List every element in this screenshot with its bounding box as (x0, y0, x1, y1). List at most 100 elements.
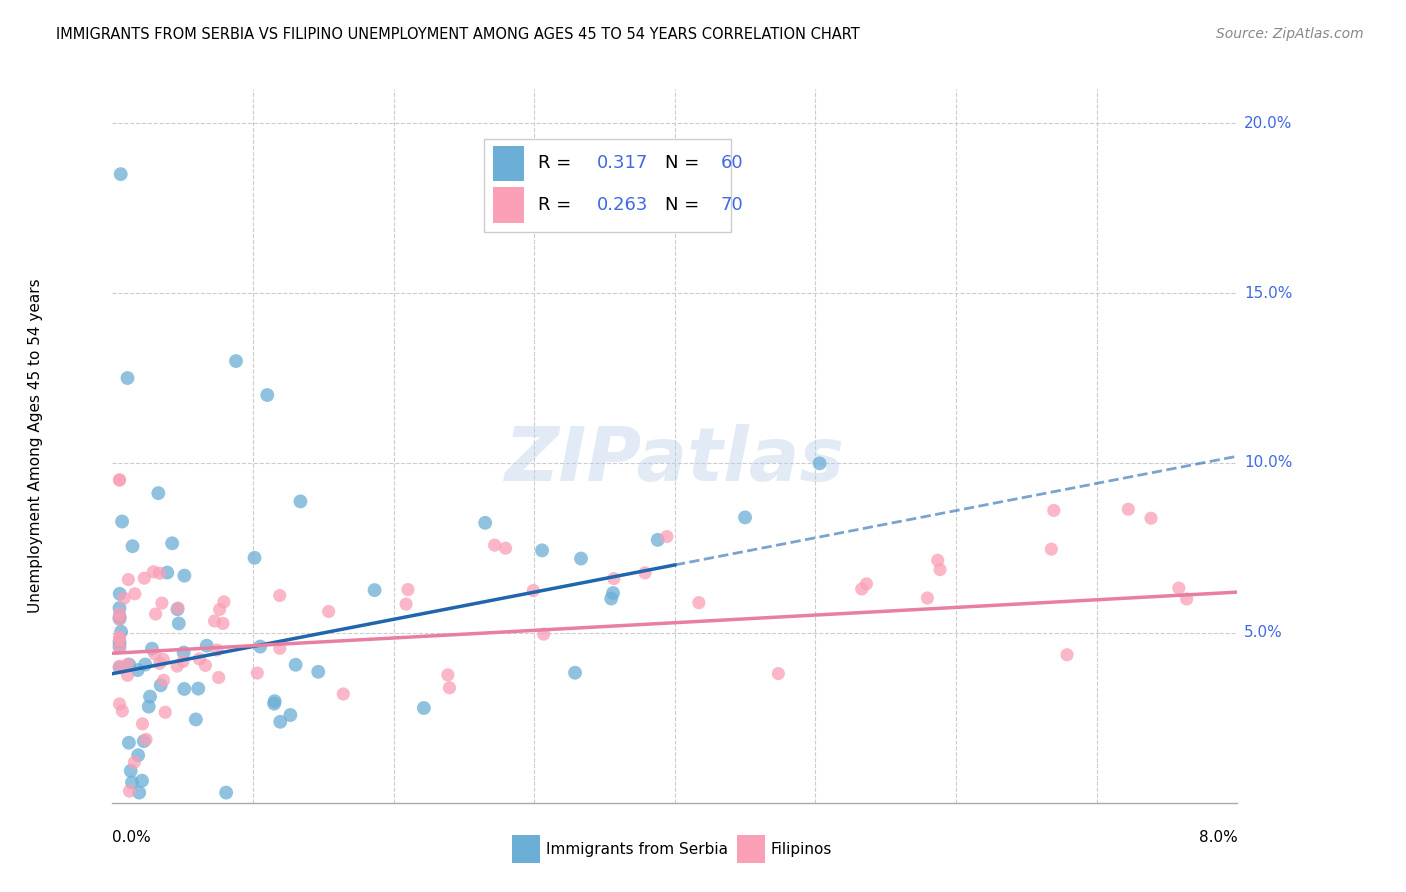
Point (148, 566, 170, 581)
Point (118, 736, 141, 750)
Text: 0.317: 0.317 (598, 154, 648, 172)
Point (128, 786, 150, 800)
Point (108, 610, 131, 624)
Point (118, 784, 141, 798)
Point (522, 583, 544, 598)
Point (655, 530, 678, 544)
Point (208, 602, 231, 616)
Point (1040, 542, 1063, 557)
Point (332, 687, 354, 701)
Point (768, 666, 790, 681)
Point (269, 641, 291, 656)
Point (124, 587, 146, 601)
Point (208, 670, 231, 684)
Point (117, 668, 139, 682)
Point (533, 627, 555, 641)
FancyBboxPatch shape (484, 139, 731, 232)
Point (118, 657, 141, 672)
Point (855, 577, 877, 591)
Point (603, 572, 626, 586)
Point (263, 694, 285, 708)
Point (152, 652, 174, 666)
Point (395, 597, 418, 611)
Point (1042, 503, 1064, 517)
Point (127, 663, 149, 677)
Point (131, 716, 153, 731)
Point (145, 607, 167, 621)
Point (108, 635, 131, 649)
Point (195, 639, 218, 653)
Point (117, 573, 139, 587)
Point (495, 541, 517, 556)
Text: 15.0%: 15.0% (1244, 285, 1292, 301)
Point (108, 660, 131, 674)
Text: N =: N = (665, 196, 704, 214)
Point (602, 586, 624, 600)
Text: 5.0%: 5.0% (1244, 625, 1284, 640)
Point (439, 681, 461, 695)
Point (135, 732, 157, 747)
Point (148, 486, 170, 500)
Point (318, 605, 340, 619)
Point (111, 704, 134, 718)
Point (205, 643, 228, 657)
Text: N =: N = (665, 154, 704, 172)
Point (143, 647, 166, 661)
Point (1118, 502, 1140, 516)
Point (117, 371, 139, 385)
Text: 70: 70 (721, 196, 744, 214)
Point (110, 167, 132, 181)
Text: ZIPatlas: ZIPatlas (505, 424, 845, 497)
Point (139, 690, 162, 704)
Point (134, 571, 156, 585)
Point (569, 551, 592, 566)
Point (734, 510, 756, 524)
Point (256, 388, 278, 402)
Point (108, 612, 131, 626)
Text: Immigrants from Serbia: Immigrants from Serbia (546, 842, 727, 856)
Point (167, 601, 190, 615)
Point (141, 641, 163, 656)
Point (269, 714, 291, 729)
Point (127, 748, 149, 763)
Point (688, 596, 710, 610)
Point (808, 456, 831, 470)
Point (284, 657, 307, 672)
Text: 10.0%: 10.0% (1244, 456, 1292, 470)
Point (138, 699, 160, 714)
Point (929, 563, 952, 577)
Point (173, 681, 195, 696)
Point (167, 616, 190, 631)
Point (172, 655, 194, 669)
Text: IMMIGRANTS FROM SERBIA VS FILIPINO UNEMPLOYMENT AMONG AGES 45 TO 54 YEARS CORREL: IMMIGRANTS FROM SERBIA VS FILIPINO UNEMP… (56, 27, 860, 42)
Point (166, 659, 188, 673)
Point (927, 553, 949, 567)
Point (142, 565, 165, 579)
Text: R =: R = (537, 154, 576, 172)
Point (204, 614, 226, 628)
Point (474, 516, 496, 530)
Point (564, 665, 586, 680)
Text: 0.263: 0.263 (598, 196, 648, 214)
Point (134, 657, 156, 672)
Point (152, 673, 174, 688)
Point (851, 582, 873, 596)
Point (363, 583, 385, 598)
Text: Filipinos: Filipinos (770, 842, 832, 856)
Text: Source: ZipAtlas.com: Source: ZipAtlas.com (1216, 27, 1364, 41)
Text: 60: 60 (721, 154, 744, 172)
Point (108, 473, 131, 487)
Point (166, 602, 188, 616)
Point (111, 515, 134, 529)
Point (132, 734, 155, 748)
FancyBboxPatch shape (492, 145, 524, 181)
Point (108, 697, 131, 711)
Point (263, 697, 285, 711)
Point (108, 607, 131, 621)
Point (149, 678, 172, 692)
Point (396, 582, 419, 597)
Point (108, 640, 131, 655)
FancyBboxPatch shape (512, 835, 540, 863)
Text: Unemployment Among Ages 45 to 54 years: Unemployment Among Ages 45 to 54 years (28, 278, 42, 614)
Point (1140, 511, 1163, 525)
